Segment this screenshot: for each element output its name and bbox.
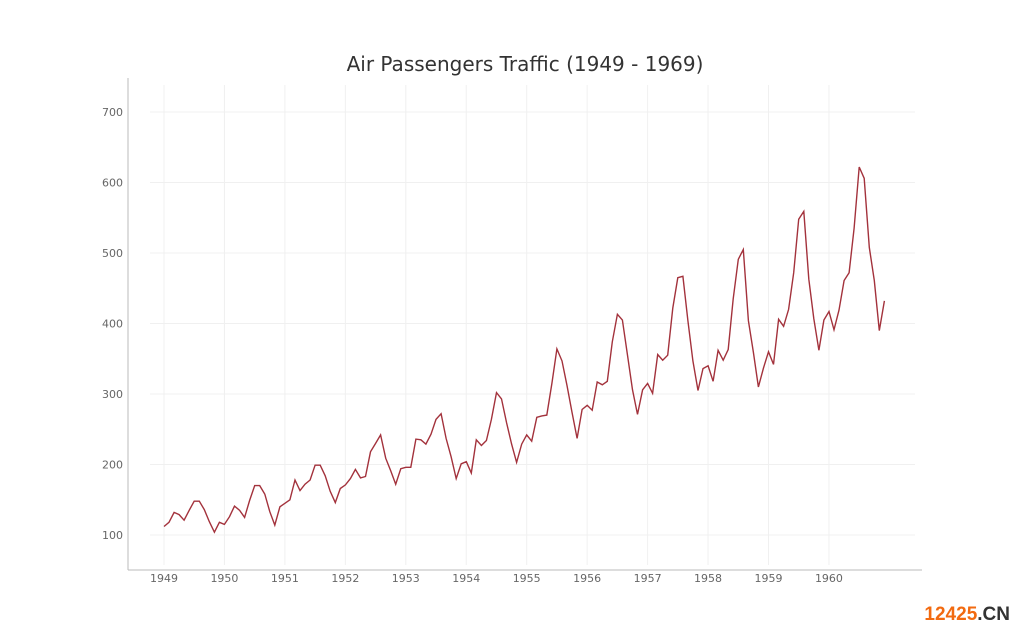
y-tick-label: 300	[102, 388, 123, 401]
y-tick-label: 200	[102, 459, 123, 472]
y-tick-label: 600	[102, 177, 123, 190]
series-line	[163, 166, 886, 534]
x-tick-label: 1957	[634, 572, 662, 585]
y-tick-label: 100	[102, 529, 123, 542]
y-tick-label: 400	[102, 318, 123, 331]
x-tick-label: 1953	[392, 572, 420, 585]
watermark-domain: .CN	[977, 604, 1010, 625]
x-tick-label: 1952	[331, 572, 359, 585]
x-tick-label: 1958	[694, 572, 722, 585]
x-tick-label: 1956	[573, 572, 601, 585]
y-tick-label: 700	[102, 106, 123, 119]
x-tick-label: 1949	[150, 572, 178, 585]
x-tick-label: 1950	[210, 572, 238, 585]
x-tick-label: 1955	[513, 572, 541, 585]
chart-title: Air Passengers Traffic (1949 - 1969)	[347, 52, 704, 76]
x-tick-label: 1960	[815, 572, 843, 585]
y-tick-label: 500	[102, 247, 123, 260]
x-tick-label: 1951	[271, 572, 299, 585]
x-tick-label: 1954	[452, 572, 480, 585]
x-tick-label: 1959	[755, 572, 783, 585]
watermark: 12425.CN	[924, 604, 1010, 626]
watermark-number: 12425	[924, 604, 978, 625]
